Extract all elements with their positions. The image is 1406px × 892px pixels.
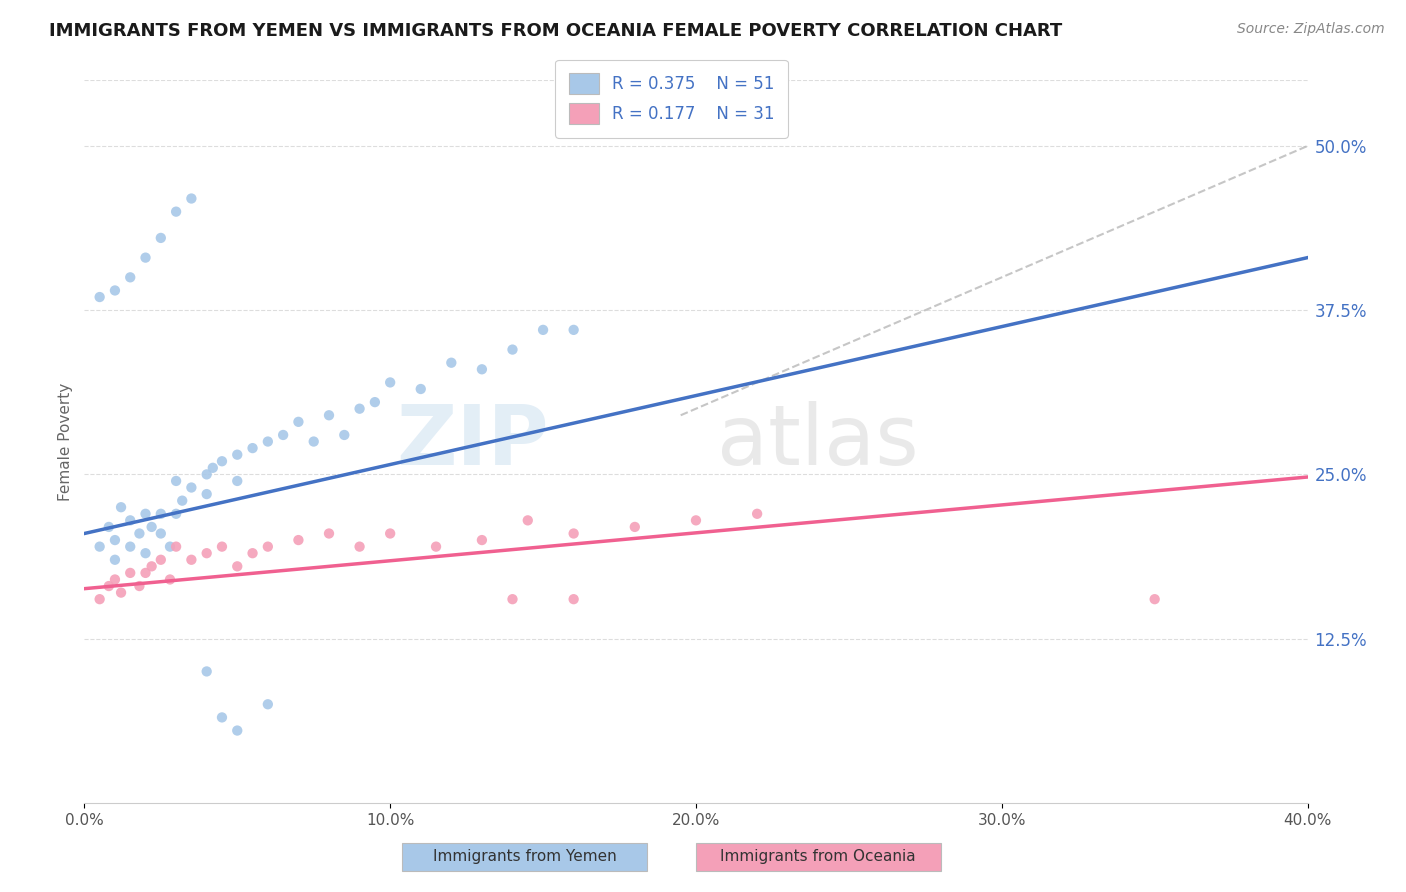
Point <box>380 376 402 390</box>
Point <box>159 540 181 554</box>
Point <box>562 592 585 607</box>
Point <box>318 526 340 541</box>
Point <box>425 540 447 554</box>
Point <box>165 540 187 554</box>
Point <box>211 540 233 554</box>
Point <box>89 290 111 304</box>
Point <box>159 573 181 587</box>
Point <box>165 507 187 521</box>
Point <box>110 500 132 515</box>
Point <box>747 507 769 521</box>
Point <box>128 579 150 593</box>
Point <box>195 665 218 679</box>
Point <box>104 533 127 547</box>
Point <box>195 487 218 501</box>
Text: ZIP: ZIP <box>396 401 550 482</box>
Point <box>257 540 280 554</box>
Point <box>128 526 150 541</box>
Point <box>409 382 432 396</box>
Point <box>226 448 249 462</box>
Point <box>211 710 233 724</box>
Point <box>97 579 120 593</box>
Point <box>211 454 233 468</box>
Point <box>89 540 111 554</box>
Point <box>226 474 249 488</box>
Legend: R = 0.375    N = 51, R = 0.177    N = 31: R = 0.375 N = 51, R = 0.177 N = 31 <box>555 60 787 137</box>
Point <box>516 513 538 527</box>
Point <box>97 520 120 534</box>
Point <box>287 415 309 429</box>
FancyBboxPatch shape <box>696 843 941 871</box>
Point <box>135 566 157 580</box>
Point <box>149 526 172 541</box>
Point <box>104 284 127 298</box>
Point <box>349 401 371 416</box>
Point <box>471 362 494 376</box>
Point <box>120 513 142 527</box>
Point <box>531 323 554 337</box>
Point <box>502 343 524 357</box>
Point <box>201 460 224 475</box>
Point <box>349 540 371 554</box>
Point <box>165 474 187 488</box>
Point <box>149 231 172 245</box>
Point <box>471 533 494 547</box>
Point <box>104 573 127 587</box>
Point <box>226 723 249 738</box>
Point <box>226 559 249 574</box>
Point <box>110 585 132 599</box>
Point <box>180 481 202 495</box>
Point <box>685 513 707 527</box>
Point <box>180 192 202 206</box>
Point <box>149 553 172 567</box>
Point <box>562 526 585 541</box>
Point <box>104 553 127 567</box>
Text: IMMIGRANTS FROM YEMEN VS IMMIGRANTS FROM OCEANIA FEMALE POVERTY CORRELATION CHAR: IMMIGRANTS FROM YEMEN VS IMMIGRANTS FROM… <box>49 22 1063 40</box>
Point <box>271 428 294 442</box>
Point <box>120 270 142 285</box>
Point <box>440 356 463 370</box>
Text: atlas: atlas <box>717 401 920 482</box>
Text: Immigrants from Oceania: Immigrants from Oceania <box>720 849 917 864</box>
Point <box>302 434 325 449</box>
Point <box>172 493 194 508</box>
Point <box>135 251 157 265</box>
Point <box>149 507 172 521</box>
Point <box>141 559 163 574</box>
Point <box>195 546 218 560</box>
Point <box>257 698 280 712</box>
Y-axis label: Female Poverty: Female Poverty <box>58 383 73 500</box>
Point <box>89 592 111 607</box>
Point <box>562 323 585 337</box>
Point <box>1143 592 1166 607</box>
Point <box>380 526 402 541</box>
Point <box>135 546 157 560</box>
Point <box>180 553 202 567</box>
Point <box>257 434 280 449</box>
Point <box>165 204 187 219</box>
Point <box>624 520 647 534</box>
Point <box>242 441 264 455</box>
FancyBboxPatch shape <box>402 843 647 871</box>
Point <box>287 533 309 547</box>
Point <box>135 507 157 521</box>
Point <box>120 566 142 580</box>
Point <box>242 546 264 560</box>
Text: Source: ZipAtlas.com: Source: ZipAtlas.com <box>1237 22 1385 37</box>
Point <box>364 395 387 409</box>
Point <box>141 520 163 534</box>
Point <box>333 428 356 442</box>
Point <box>502 592 524 607</box>
Point <box>120 540 142 554</box>
Point <box>318 409 340 423</box>
Point <box>195 467 218 482</box>
Text: Immigrants from Yemen: Immigrants from Yemen <box>433 849 617 864</box>
